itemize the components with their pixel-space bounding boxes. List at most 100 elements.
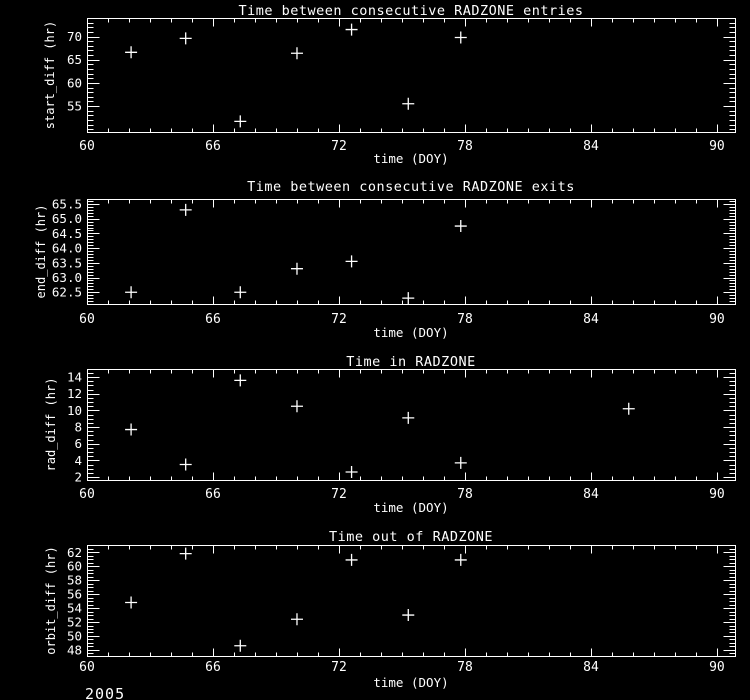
x-axis-label: time (DOY) <box>373 500 448 515</box>
x-tick-label: 66 <box>205 660 221 675</box>
x-tick-label: 90 <box>709 312 725 327</box>
data-point-marker <box>402 609 415 622</box>
y-axis-label: end_diff (hr) <box>34 205 48 299</box>
y-tick-label: 50 <box>67 628 82 643</box>
data-point-marker <box>125 286 138 299</box>
axis-ticks <box>87 199 736 305</box>
y-tick-label: 65.0 <box>52 211 82 226</box>
panel-time-between-radzone-exits: 60 66 72 78 84 90 62.563.063.564.064.565.065.5… <box>34 179 736 340</box>
x-axis-label: time (DOY) <box>373 325 448 340</box>
y-tick-label: 60 <box>67 75 82 90</box>
x-axis-label: time (DOY) <box>373 151 448 166</box>
data-point-marker <box>290 262 303 275</box>
data-point-marker <box>179 32 192 45</box>
x-tick-label: 66 <box>205 487 221 502</box>
y-axis-label: start_diff (hr) <box>43 21 57 129</box>
x-tick-label: 66 <box>205 139 221 154</box>
data-point-marker <box>179 547 192 560</box>
x-tick-label: 60 <box>79 660 95 675</box>
y-tick-label: 70 <box>67 29 82 44</box>
data-point-marker <box>290 613 303 626</box>
plot-frame <box>87 545 736 657</box>
y-tick-label: 12 <box>67 386 82 401</box>
x-tick-label: 84 <box>583 139 599 154</box>
data-point-marker <box>234 286 247 299</box>
y-tick-label: 63.0 <box>52 270 82 285</box>
y-tick-label: 62 <box>67 545 82 560</box>
y-tick-label: 65.5 <box>52 197 82 212</box>
x-tick-label: 60 <box>79 139 95 154</box>
x-tick-label: 84 <box>583 660 599 675</box>
y-axis-label: orbit_diff (hr) <box>44 546 58 654</box>
x-tick-label: 78 <box>457 312 473 327</box>
data-point-marker <box>234 115 247 128</box>
plot-frame <box>87 18 736 133</box>
x-tick-label: 90 <box>709 487 725 502</box>
axis-ticks <box>87 18 736 133</box>
y-tick-label: 48 <box>67 642 82 657</box>
x-tick-label: 84 <box>583 312 599 327</box>
data-point-marker <box>345 255 358 268</box>
y-tick-label: 52 <box>67 615 82 630</box>
plot-title: Time out of RADZONE <box>329 529 493 545</box>
x-tick-label: 72 <box>331 139 347 154</box>
y-axis-label: rad_diff (hr) <box>44 378 58 472</box>
axis-ticks <box>87 369 736 481</box>
y-tick-label: 8 <box>74 420 82 435</box>
y-tick-label: 65 <box>67 52 82 67</box>
data-point-marker <box>179 203 192 216</box>
x-tick-label: 78 <box>457 660 473 675</box>
data-point-marker <box>345 466 358 479</box>
plot-frame <box>87 369 736 481</box>
y-tick-label: 64.0 <box>52 241 82 256</box>
y-tick-label: 14 <box>67 370 82 385</box>
data-point-marker <box>125 423 138 436</box>
x-tick-label: 90 <box>709 139 725 154</box>
y-tick-label: 62.5 <box>52 285 82 300</box>
data-point-marker <box>402 97 415 110</box>
plot-title: Time in RADZONE <box>346 354 475 370</box>
x-tick-label: 72 <box>331 487 347 502</box>
axis-ticks <box>87 545 736 657</box>
y-tick-label: 4 <box>74 453 82 468</box>
data-point-marker <box>454 553 467 566</box>
data-point-marker <box>125 596 138 609</box>
x-axis-label: time (DOY) <box>373 675 448 690</box>
x-tick-label: 78 <box>457 487 473 502</box>
y-tick-label: 64.5 <box>52 226 82 241</box>
data-point-marker <box>179 458 192 471</box>
plot-title: Time between consecutive RADZONE exits <box>247 179 575 195</box>
data-point-marker <box>454 31 467 44</box>
panel-time-between-radzone-entries: 60 66 72 78 84 90 55 60 65 70 Time between consecu… <box>43 3 736 166</box>
plot-title: Time between consecutive RADZONE entries <box>238 3 583 19</box>
x-tick-label: 60 <box>79 487 95 502</box>
y-tick-label: 54 <box>67 601 82 616</box>
y-tick-label: 2 <box>74 470 82 485</box>
data-point-marker <box>454 456 467 469</box>
x-tick-label: 60 <box>79 312 95 327</box>
data-point-marker <box>234 639 247 652</box>
data-point-marker <box>402 411 415 424</box>
data-point-marker <box>402 292 415 305</box>
y-tick-label: 63.5 <box>52 255 82 270</box>
y-tick-label: 10 <box>67 403 82 418</box>
data-point-marker <box>125 46 138 59</box>
data-point-marker <box>290 400 303 413</box>
y-tick-label: 6 <box>74 436 82 451</box>
y-tick-label: 58 <box>67 573 82 588</box>
data-point-marker <box>234 374 247 387</box>
data-point-marker <box>454 220 467 233</box>
data-point-marker <box>290 47 303 60</box>
y-tick-label: 60 <box>67 559 82 574</box>
y-tick-label: 55 <box>67 99 82 114</box>
year-label: 2005 <box>85 685 125 700</box>
data-point-marker <box>345 553 358 566</box>
x-tick-label: 78 <box>457 139 473 154</box>
plot-frame <box>87 199 736 305</box>
x-tick-label: 90 <box>709 660 725 675</box>
x-tick-label: 66 <box>205 312 221 327</box>
